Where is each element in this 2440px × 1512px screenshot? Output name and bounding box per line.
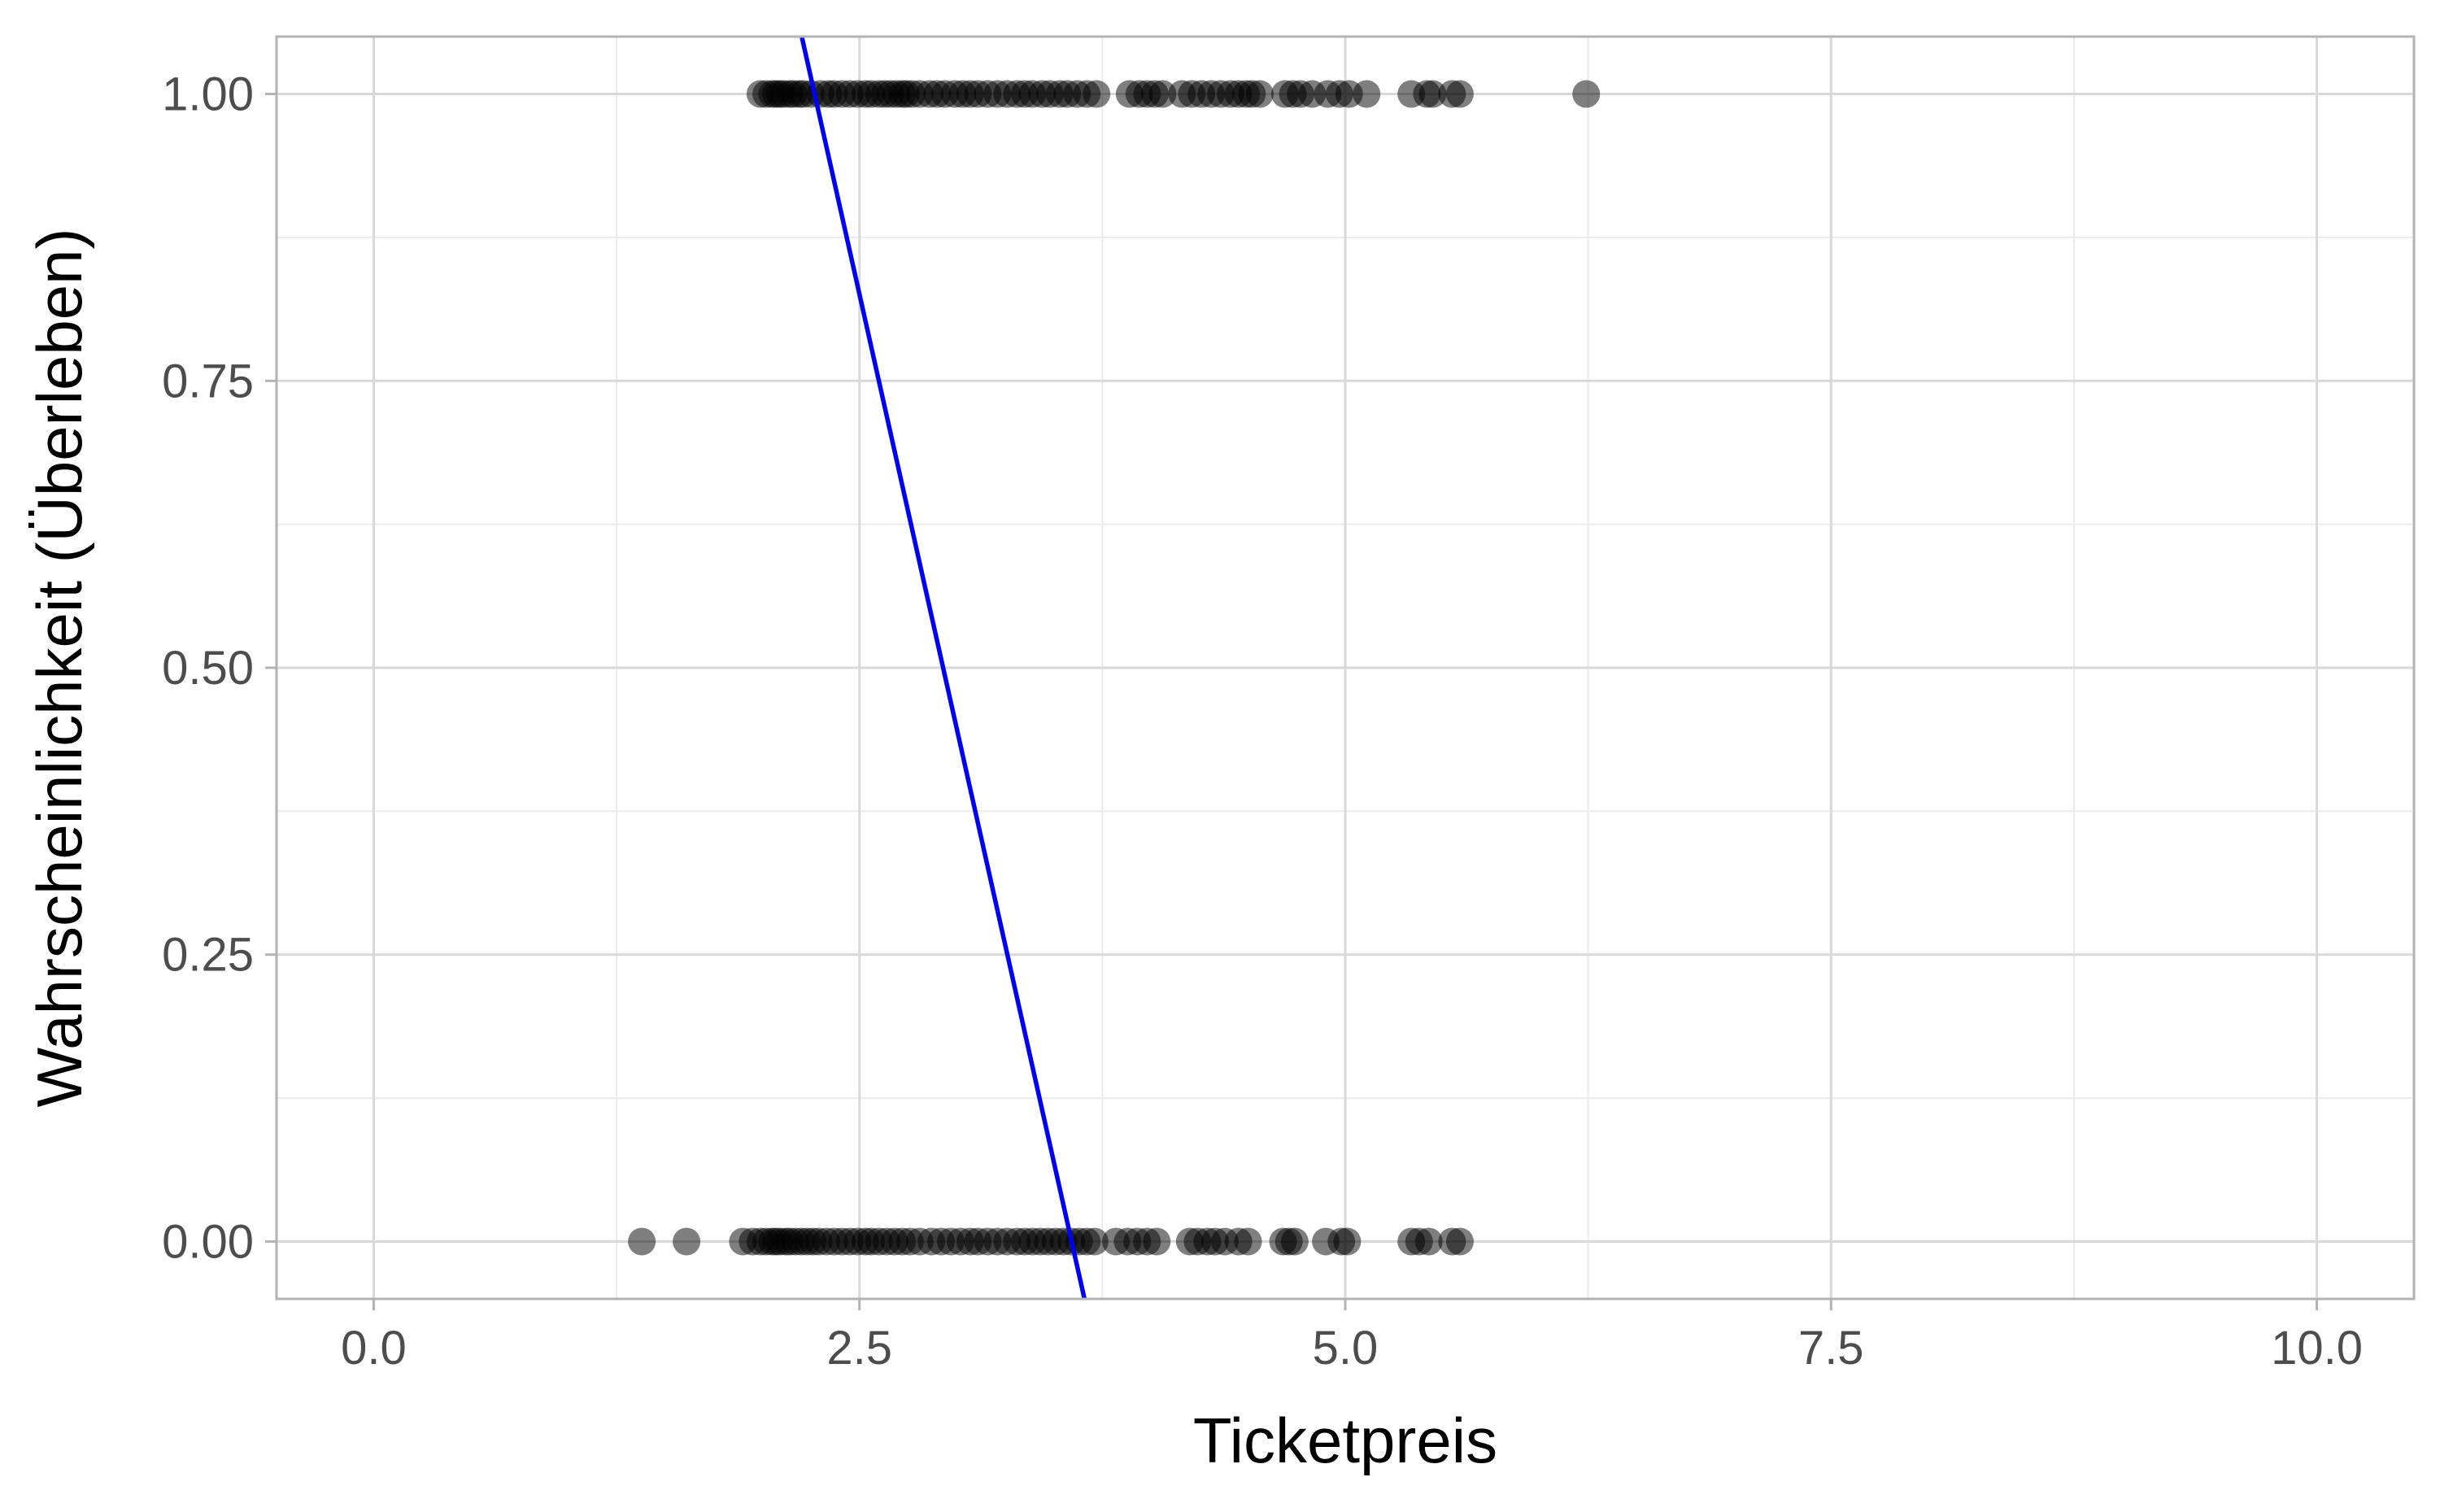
data-point — [1572, 80, 1601, 108]
y-tick-label: 0.25 — [162, 929, 254, 982]
data-point — [1280, 1227, 1309, 1256]
data-point — [1353, 80, 1381, 108]
data-point — [1445, 80, 1474, 108]
y-tick-label: 0.50 — [162, 642, 254, 695]
data-point — [628, 1227, 656, 1256]
data-point — [1445, 1227, 1474, 1256]
data-point — [1080, 1227, 1109, 1256]
data-point — [1143, 1227, 1171, 1256]
data-point — [1083, 80, 1111, 108]
data-point — [673, 1227, 701, 1256]
x-tick-label: 5.0 — [1313, 1322, 1379, 1375]
data-point — [1234, 1227, 1262, 1256]
x-tick-label: 7.5 — [1798, 1322, 1864, 1375]
data-point — [1245, 80, 1274, 108]
x-tick-label: 0.0 — [341, 1322, 407, 1375]
plot-marks — [628, 36, 1601, 1300]
x-axis-title: Ticketpreis — [1193, 1405, 1497, 1476]
x-tick-label: 2.5 — [826, 1322, 892, 1375]
x-axis: 0.0 2.5 5.0 7.5 10.0 — [341, 1299, 2363, 1375]
data-point — [1148, 80, 1177, 108]
y-tick-label: 0.00 — [162, 1215, 254, 1268]
data-point — [1333, 1227, 1362, 1256]
y-tick-label: 1.00 — [162, 68, 254, 121]
data-point — [1414, 1227, 1443, 1256]
regression-line — [800, 36, 1087, 1300]
y-axis: 0.00 0.25 0.50 0.75 1.00 — [162, 68, 277, 1268]
y-axis-title: Wahrscheinlichkeit (Überleben) — [24, 229, 95, 1108]
y-tick-label: 0.75 — [162, 355, 254, 407]
x-tick-label: 10.0 — [2271, 1322, 2363, 1375]
data-point — [1418, 80, 1447, 108]
